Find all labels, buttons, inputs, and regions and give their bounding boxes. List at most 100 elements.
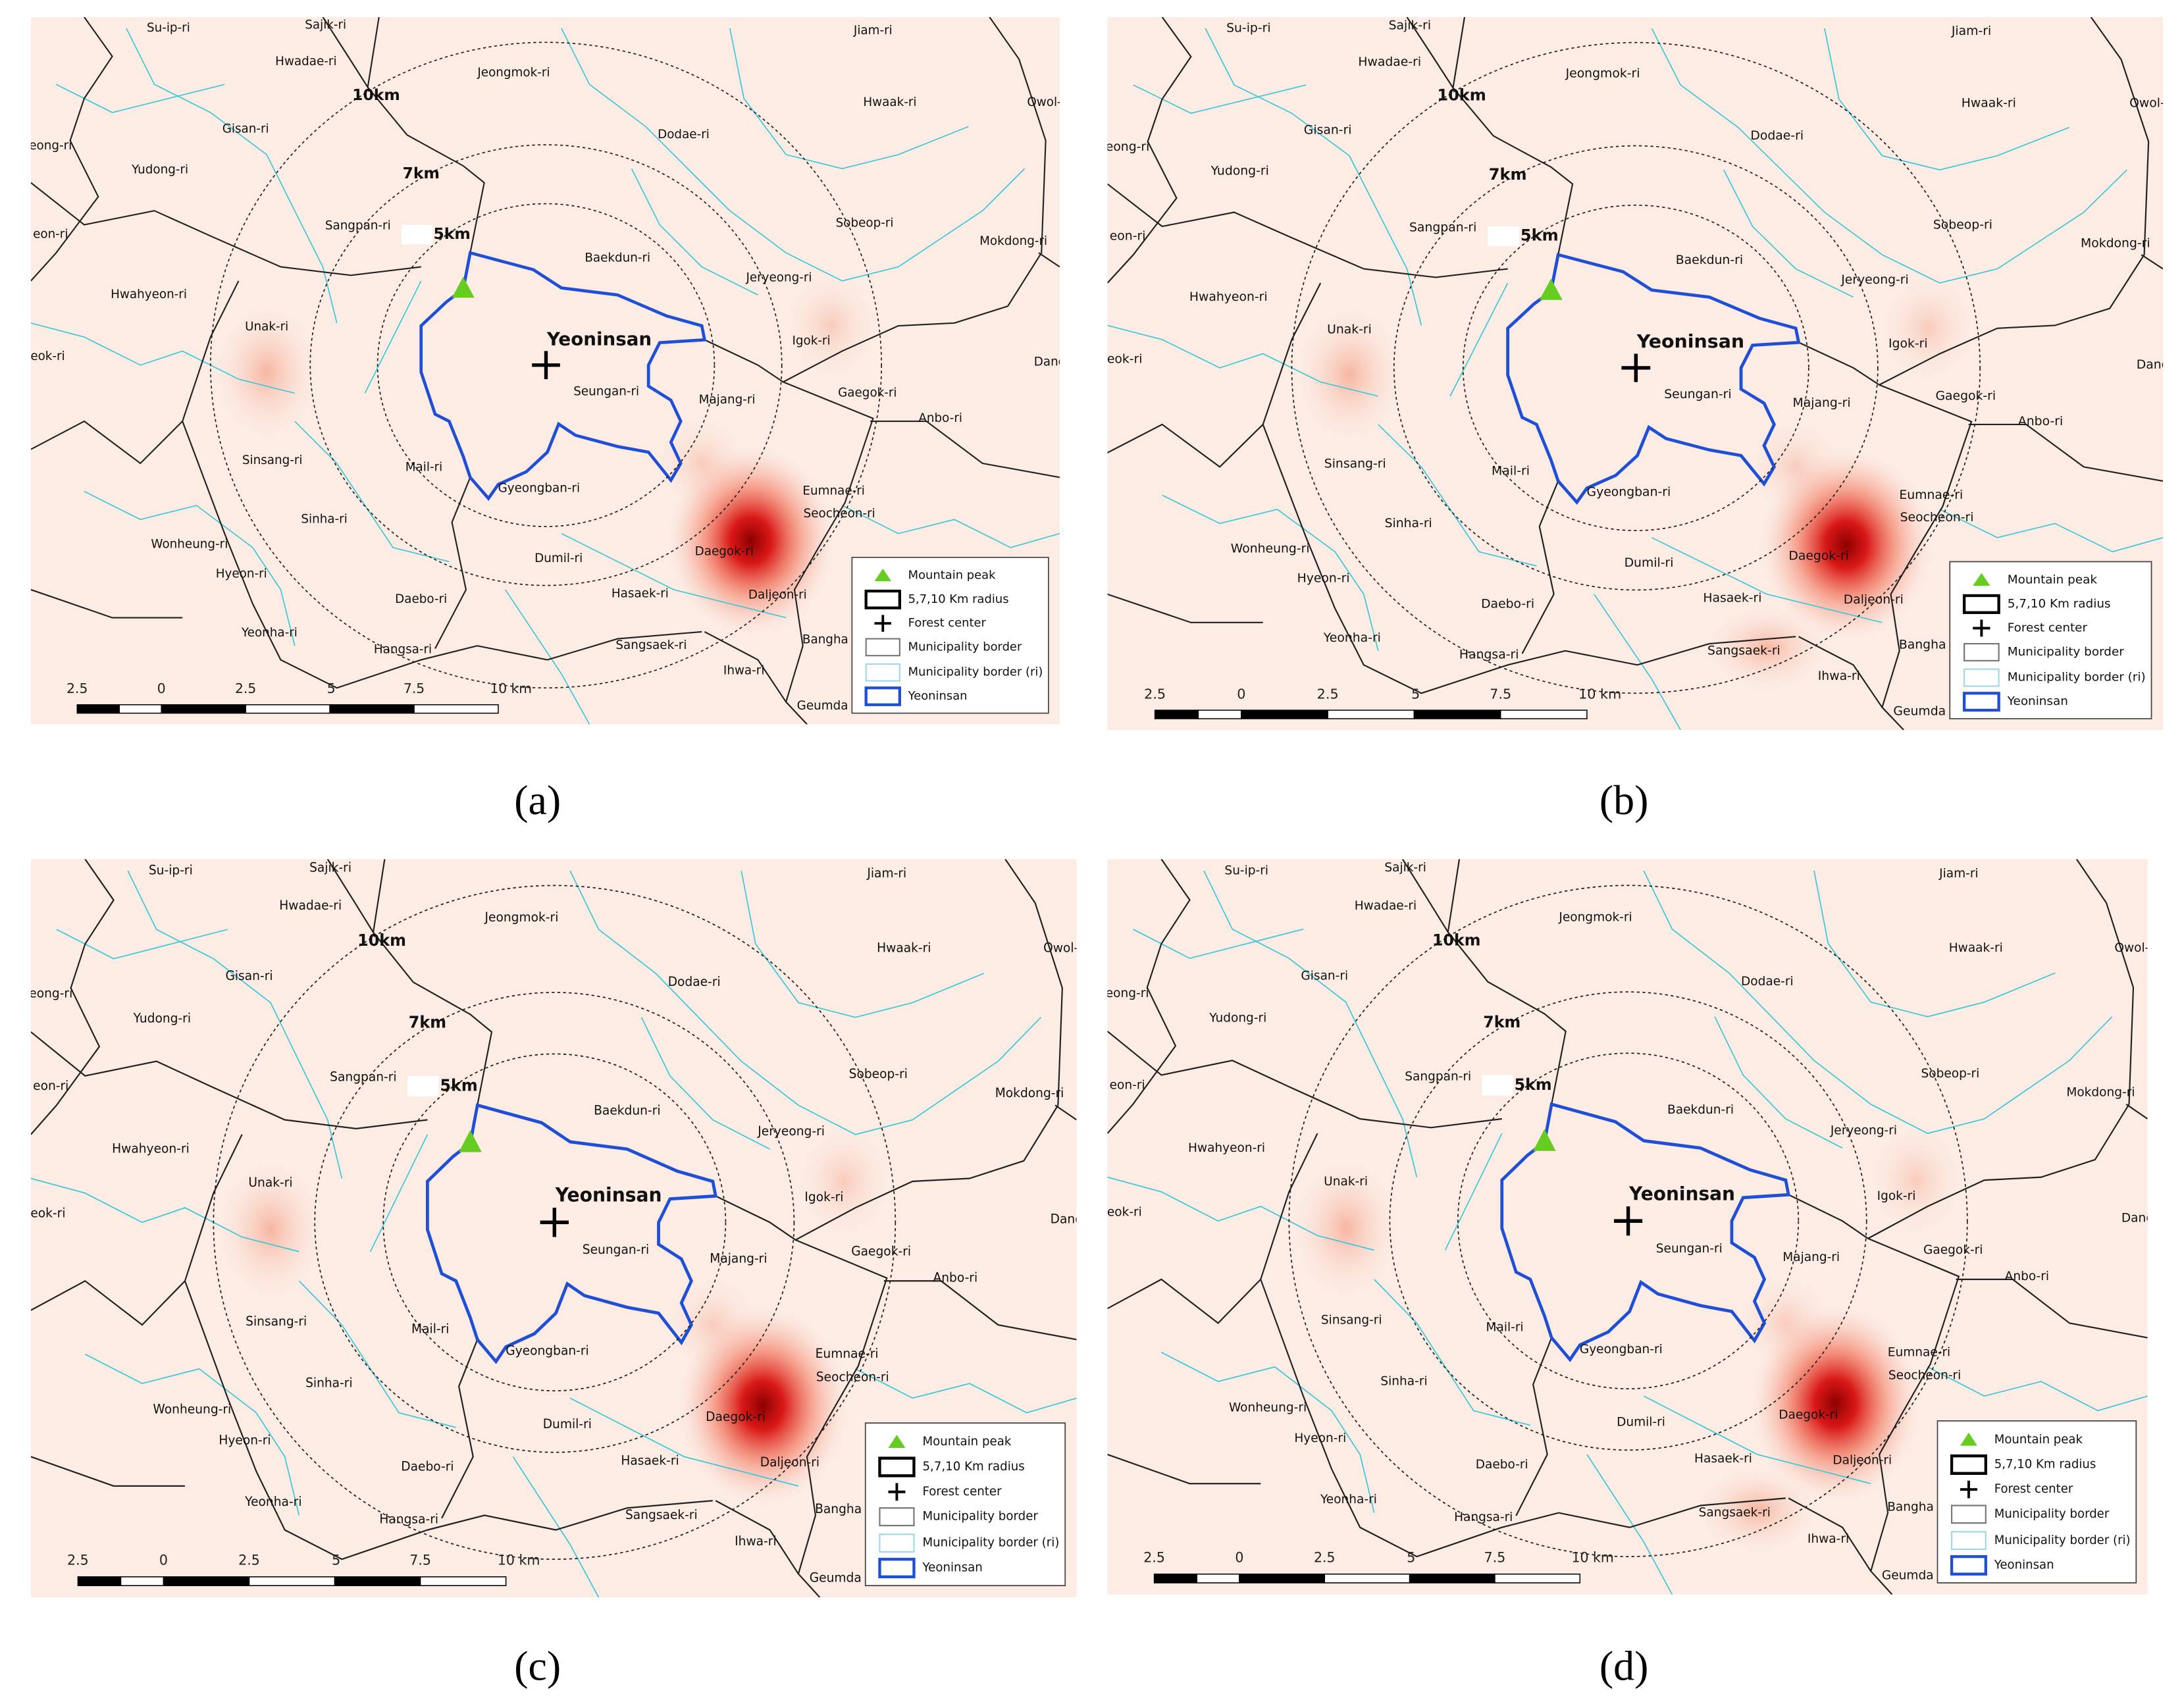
legend-label: Municipality border	[1994, 1507, 2110, 1521]
place-label: Gisan-ri	[225, 969, 273, 983]
scale-bar-segment	[163, 1576, 250, 1586]
legend-symbol	[1960, 1432, 1977, 1446]
ri-border	[84, 1353, 300, 1516]
place-label: Gisan-ri	[1301, 969, 1348, 983]
ri-border	[1205, 28, 1422, 326]
scale-bar-segment	[245, 704, 330, 714]
place-label: Hwaak-ri	[863, 95, 916, 109]
radius-circle	[1462, 204, 1809, 531]
heat-spot	[1296, 1162, 1396, 1295]
ri-border	[1643, 1395, 1871, 1485]
place-label: eok-ri	[30, 1206, 65, 1220]
place-label: Su-ip-ri	[1224, 863, 1268, 877]
heat-spot	[789, 276, 873, 375]
scale-label: 2.5	[67, 1552, 89, 1568]
place-label: Hangsa-ri	[374, 643, 432, 657]
place-label: Wonheung-ri	[153, 1402, 231, 1416]
scale-label: 7.5	[409, 1552, 431, 1568]
place-label: Gaegok-ri	[851, 1244, 911, 1258]
municipality-border	[1107, 1031, 1502, 1129]
place-label: Gaegok-ri	[1923, 1243, 1983, 1257]
ri-border	[1162, 494, 1379, 652]
place-label: Jeryeong-ri	[1830, 1123, 1897, 1137]
place-label: Wonheung-ri	[1229, 1401, 1307, 1414]
legend-symbol	[888, 1434, 906, 1448]
place-label: Eumnae-ri	[816, 1347, 879, 1361]
radius-label: 10km	[1432, 931, 1480, 949]
panel-label: (a)	[514, 777, 561, 823]
place-label: Baekdun-ri	[585, 251, 650, 265]
scale-bar-segment	[1197, 709, 1242, 719]
municipality-border	[1107, 1278, 1262, 1324]
legend-label: Yeoninsan	[908, 689, 968, 703]
municipality-border	[1107, 423, 1264, 468]
heat-spot	[217, 309, 316, 436]
scale-label: 7.5	[1490, 686, 1511, 702]
legend-label: 5,7,10 Km radius	[922, 1460, 1024, 1474]
place-label: Unak-ri	[1327, 323, 1372, 337]
radius-label: 5km	[440, 1076, 477, 1095]
ri-border	[1107, 1176, 1374, 1251]
place-label: Hasaek-ri	[1703, 592, 1761, 605]
municipality-border	[1452, 16, 1574, 255]
place-label: Hyeon-ri	[216, 567, 267, 580]
heat-spot	[1700, 1469, 1814, 1551]
place-label: Hwadae-ri	[275, 55, 336, 68]
place-label: Hasaek-ri	[611, 586, 669, 600]
place-label: Seocheon-ri	[1888, 1369, 1961, 1383]
radius-label: 7km	[409, 1013, 446, 1031]
place-label: Jeryeong-ri	[757, 1124, 825, 1139]
place-label: Eumnae-ri	[802, 484, 864, 498]
ri-border	[30, 322, 296, 394]
place-label: Daljeon-ri	[1844, 593, 1904, 607]
place-label: Sinsang-ri	[246, 1314, 307, 1329]
place-label: Daebo-ri	[395, 592, 447, 606]
place-label: eok-ri	[1107, 1205, 1142, 1219]
municipality-border	[715, 1500, 799, 1575]
municipality-border	[1515, 1337, 1553, 1516]
ri-border	[855, 1368, 1077, 1414]
scale-bar-segment	[120, 1576, 165, 1586]
place-label: Anbo-ri	[933, 1270, 977, 1285]
map-panel: 5km 7km 10km Yeoninsan Su-ip-ri Sajik-ri Hwada…	[1106, 16, 2164, 731]
place-label: Anbo-ri	[2005, 1270, 2049, 1283]
place-label: Yeonha-ri	[1323, 631, 1381, 645]
place-label: Hwahyeon-ri	[112, 1141, 190, 1156]
place-label: Sobeop-ri	[836, 216, 894, 230]
place-label: Daebo-ri	[1481, 597, 1534, 611]
place-label: Hwahyeon-ri	[1188, 1141, 1265, 1155]
ri-border	[1939, 509, 2164, 553]
ri-border	[1714, 1016, 1843, 1149]
place-label: Hangsa-ri	[1459, 648, 1519, 662]
place-label: Unak-ri	[248, 1175, 292, 1190]
ri-border	[631, 168, 758, 296]
legend-symbol	[864, 686, 901, 706]
forest-center	[1614, 1206, 1643, 1236]
place-label: Hwaak-ri	[1962, 97, 2016, 111]
municipality-border	[704, 16, 1047, 383]
ri-border	[1813, 870, 2056, 1017]
scale-bar-segment	[419, 1576, 507, 1586]
place-label: Gyeongban-ri	[1580, 1343, 1663, 1356]
place-label: Jeongmok-ri	[484, 910, 559, 925]
place-label: eong-ri	[1106, 140, 1150, 154]
place-label: Baekdun-ri	[594, 1103, 660, 1118]
scale-bar-segment	[161, 704, 246, 714]
place-label: Wonheung-ri	[1231, 542, 1310, 556]
place-label: Gaegok-ri	[838, 386, 897, 399]
place-label: Seocheon-ri	[816, 1370, 889, 1385]
scale-label: 0	[1235, 1549, 1243, 1565]
place-label: Yeonha-ri	[244, 1495, 301, 1509]
legend-symbol	[1950, 1505, 1987, 1524]
municipality-border	[870, 420, 1060, 478]
scale-bar-segment	[334, 1576, 421, 1586]
municipality-border	[2125, 1103, 2148, 1120]
place-label: Hwaak-ri	[877, 940, 931, 955]
place-label: Owol-	[1027, 95, 1061, 109]
place-label: Jiam-ri	[853, 24, 893, 38]
legend-symbol	[1963, 642, 2000, 661]
place-label: Owol-	[1043, 940, 1078, 955]
yeoninsan-boundary	[419, 251, 707, 502]
heat-spot	[669, 448, 833, 634]
